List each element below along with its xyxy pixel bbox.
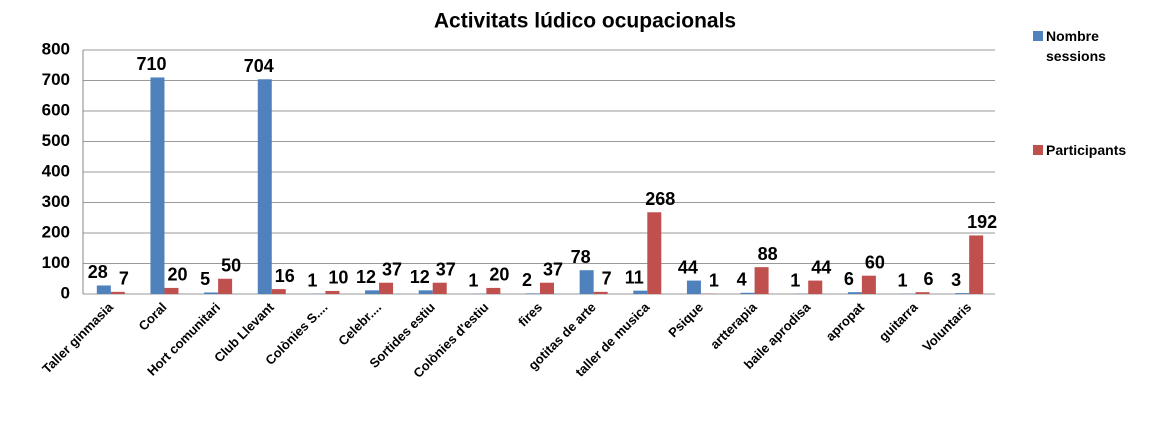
y-tick-label: 700: [42, 70, 70, 89]
x-tick-label: Psique: [665, 300, 706, 341]
data-label: 12: [410, 267, 430, 287]
bar: [740, 292, 755, 294]
bar: [969, 235, 984, 294]
data-label: 2: [522, 270, 532, 290]
x-tick-label: guitarra: [876, 299, 921, 344]
x-tick-label: Coral: [135, 300, 169, 334]
bar: [432, 282, 447, 294]
data-label: 1: [307, 270, 317, 290]
x-tick-label: apropat: [823, 299, 868, 344]
data-label: 44: [678, 257, 698, 277]
data-label: 6: [844, 269, 854, 289]
y-tick-label: 300: [42, 192, 70, 211]
bar: [271, 289, 286, 294]
y-tick-label: 800: [42, 39, 70, 58]
legend-label: Nombre sessions: [1046, 28, 1106, 64]
data-label: 20: [167, 265, 187, 285]
data-label: 192: [967, 212, 997, 232]
bar: [955, 293, 970, 294]
bar: [110, 291, 125, 294]
bar: [164, 287, 179, 294]
x-tick-label: Taller ginmasia: [39, 299, 116, 376]
bar: [808, 280, 823, 294]
y-tick-label: 500: [42, 131, 70, 150]
legend-label: Participants: [1046, 142, 1127, 158]
bar: [647, 212, 662, 294]
bar: [418, 290, 433, 294]
data-label: 268: [645, 189, 675, 209]
y-tick-label: 400: [42, 161, 70, 180]
data-label: 37: [436, 259, 456, 279]
bar: [218, 278, 233, 294]
bar: [861, 275, 876, 294]
data-label: 7: [602, 269, 612, 289]
x-tick-label: artterapia: [707, 299, 760, 352]
bar: [526, 293, 540, 294]
x-tick-label: Celebr....: [335, 300, 384, 349]
bar: [593, 291, 608, 294]
legend-swatch: [1033, 31, 1043, 41]
y-tick-label: 0: [61, 283, 70, 302]
bar: [579, 270, 594, 294]
data-label: 1: [790, 270, 800, 290]
data-label: 44: [811, 257, 831, 277]
data-label: 1: [709, 270, 719, 290]
data-label: 704: [244, 56, 274, 76]
data-label: 88: [758, 244, 778, 264]
bar: [365, 290, 380, 294]
bar: [379, 282, 394, 294]
data-label: 5: [200, 269, 210, 289]
data-label: 20: [489, 265, 509, 285]
bar: [754, 267, 769, 294]
x-tick-label: fires: [515, 300, 545, 330]
bar: [325, 290, 340, 294]
bar: [633, 290, 648, 294]
data-label: 3: [951, 270, 961, 290]
data-label: 11: [625, 267, 644, 287]
data-label: 6: [924, 269, 934, 289]
chart-title: Activitats lúdico ocupacionals: [434, 10, 736, 33]
y-tick-label: 100: [42, 253, 70, 272]
data-label: 28: [88, 262, 108, 282]
y-tick-label: 200: [42, 222, 70, 241]
bar: [257, 79, 272, 294]
data-label: 60: [865, 252, 885, 272]
legend-swatch: [1033, 145, 1043, 155]
data-label: 1: [468, 270, 478, 290]
bar: [847, 292, 862, 294]
bar: [540, 282, 554, 294]
data-label: 710: [136, 54, 166, 74]
data-label: 50: [221, 256, 241, 276]
data-label: 37: [543, 259, 563, 279]
data-label: 78: [571, 247, 591, 267]
data-label: 1: [898, 270, 908, 290]
data-label: 12: [356, 267, 376, 287]
bar: [915, 292, 930, 294]
bar: [204, 292, 219, 294]
data-label: 4: [737, 270, 747, 290]
x-tick-label: Voluntaris: [919, 300, 974, 355]
data-label: 37: [382, 259, 402, 279]
data-label: 16: [275, 266, 295, 286]
y-tick-label: 600: [42, 100, 70, 119]
data-label: 7: [119, 269, 129, 289]
bar: [686, 280, 701, 294]
bar: [150, 77, 165, 294]
data-label: 10: [328, 268, 348, 288]
bar: [486, 287, 501, 294]
bar: [96, 285, 111, 294]
